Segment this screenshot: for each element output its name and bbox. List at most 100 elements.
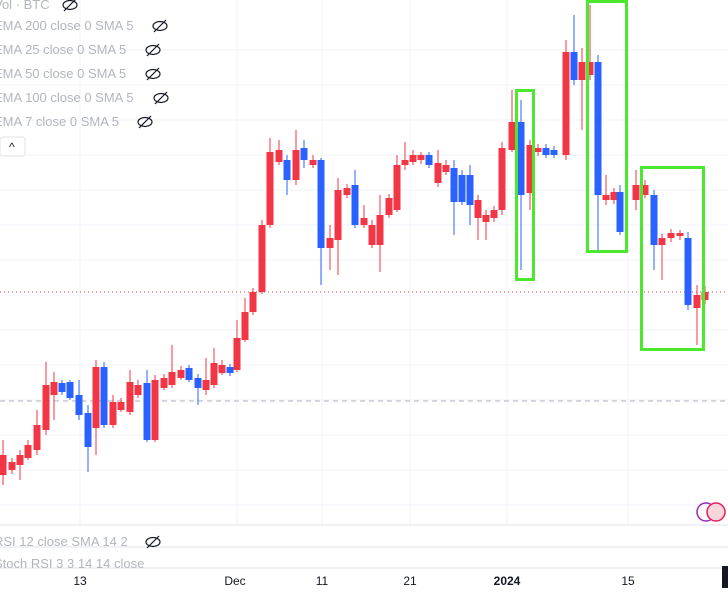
candle-body — [258, 225, 266, 292]
candle-body — [360, 218, 368, 225]
indicator-label: EMA 7 close 0 SMA 5 — [0, 114, 119, 129]
candle-body — [33, 425, 41, 450]
x-tick-label: 21 — [403, 574, 417, 588]
candle-body — [570, 52, 578, 80]
collapse-button[interactable] — [0, 136, 26, 157]
candle-body — [693, 295, 701, 308]
visibility-icon-slash[interactable] — [138, 115, 152, 129]
visibility-icon-slash[interactable] — [146, 67, 160, 81]
visibility-icon[interactable] — [145, 536, 161, 548]
indicator-label: EMA 100 close 0 SMA 5 — [0, 90, 133, 105]
indicator-label: EMA 25 close 0 SMA 5 — [0, 42, 126, 57]
candle-body — [92, 367, 100, 428]
candle-body — [168, 372, 176, 385]
candle-body — [100, 367, 108, 425]
visibility-icon-slash[interactable] — [154, 91, 168, 105]
candle-body — [266, 152, 274, 225]
candle-body — [425, 155, 433, 165]
candle-body — [226, 367, 234, 373]
candle-body — [610, 192, 618, 200]
candle-body — [594, 62, 602, 195]
candle-body — [450, 168, 458, 202]
candles — [0, 5, 709, 485]
candle-body — [334, 190, 342, 240]
candle-body — [562, 52, 570, 155]
candle-body — [50, 382, 58, 395]
candle-body — [134, 385, 142, 395]
x-tick-label: 2024 — [494, 574, 521, 588]
candle-body — [466, 175, 474, 205]
candle-body — [202, 380, 210, 390]
pane-label: Stoch RSI 3 3 14 14 close — [0, 556, 144, 571]
candle-body — [309, 160, 317, 165]
candle-body — [526, 145, 534, 193]
symbol-legend: Vol · BTC — [0, 0, 50, 12]
candle-body — [482, 215, 490, 222]
candle-body — [0, 455, 7, 475]
candle-body — [632, 185, 640, 200]
highlight-box — [640, 166, 705, 351]
x-axis: 13 Dec 11 21 2024 15 — [73, 574, 635, 588]
candle-body — [151, 380, 159, 440]
candle-body — [641, 185, 649, 195]
candle-body — [534, 148, 542, 152]
candle-body — [490, 210, 498, 218]
candle-body — [343, 188, 351, 195]
pane-label: RSI 12 close SMA 14 2 — [0, 534, 128, 549]
highlight-box — [515, 89, 535, 281]
candle-body — [326, 238, 334, 248]
visibility-icon-slash[interactable] — [63, 0, 76, 12]
candle-body — [517, 122, 525, 195]
edge-marker — [722, 566, 728, 588]
candle-body — [109, 402, 117, 425]
candle-body — [508, 122, 516, 150]
candle-body — [684, 238, 692, 305]
candle-body — [376, 215, 384, 245]
x-tick-label: 13 — [73, 574, 87, 588]
visibility-icon-slash[interactable] — [146, 43, 160, 57]
event-icon[interactable] — [706, 502, 726, 522]
candle-body — [368, 225, 376, 245]
candle-body — [658, 238, 666, 245]
candle-body — [578, 62, 586, 80]
candle-body — [210, 363, 218, 385]
candle-body — [458, 175, 466, 202]
candle-body — [126, 382, 134, 412]
candle-body — [351, 185, 359, 225]
visibility-icon[interactable] — [153, 92, 169, 104]
visibility-icon-slash[interactable] — [153, 19, 167, 33]
x-tick-label: 11 — [316, 574, 329, 588]
candle-body — [160, 378, 168, 388]
visibility-icon[interactable] — [152, 20, 168, 32]
indicator-label: EMA 50 close 0 SMA 5 — [0, 66, 126, 81]
candle-body — [75, 395, 83, 415]
candle-body — [58, 383, 66, 392]
candle-body — [249, 292, 257, 312]
visibility-icon-slash[interactable] — [146, 535, 160, 549]
candle-body — [177, 370, 185, 378]
candle-body — [474, 200, 482, 218]
visibility-icon[interactable] — [145, 68, 161, 80]
candle-body — [24, 445, 32, 458]
candle-body — [586, 62, 594, 75]
candle-body — [393, 165, 401, 210]
candle-body — [241, 312, 249, 340]
visibility-icon[interactable] — [62, 0, 78, 11]
candle-body — [84, 413, 92, 447]
candle-body — [602, 195, 610, 200]
candle-body — [498, 148, 506, 210]
candle-body — [194, 378, 202, 388]
candle-body — [292, 150, 300, 180]
candle-body — [117, 402, 125, 410]
candle-body — [550, 150, 558, 155]
candle-body — [417, 155, 425, 160]
visibility-icon[interactable] — [145, 44, 161, 56]
visibility-icon[interactable] — [137, 116, 153, 128]
candle-body — [143, 383, 151, 440]
candle-body — [233, 338, 241, 370]
candle-body — [317, 160, 325, 248]
collapse-icon[interactable]: ^ — [9, 140, 15, 154]
candle-body — [385, 198, 393, 215]
